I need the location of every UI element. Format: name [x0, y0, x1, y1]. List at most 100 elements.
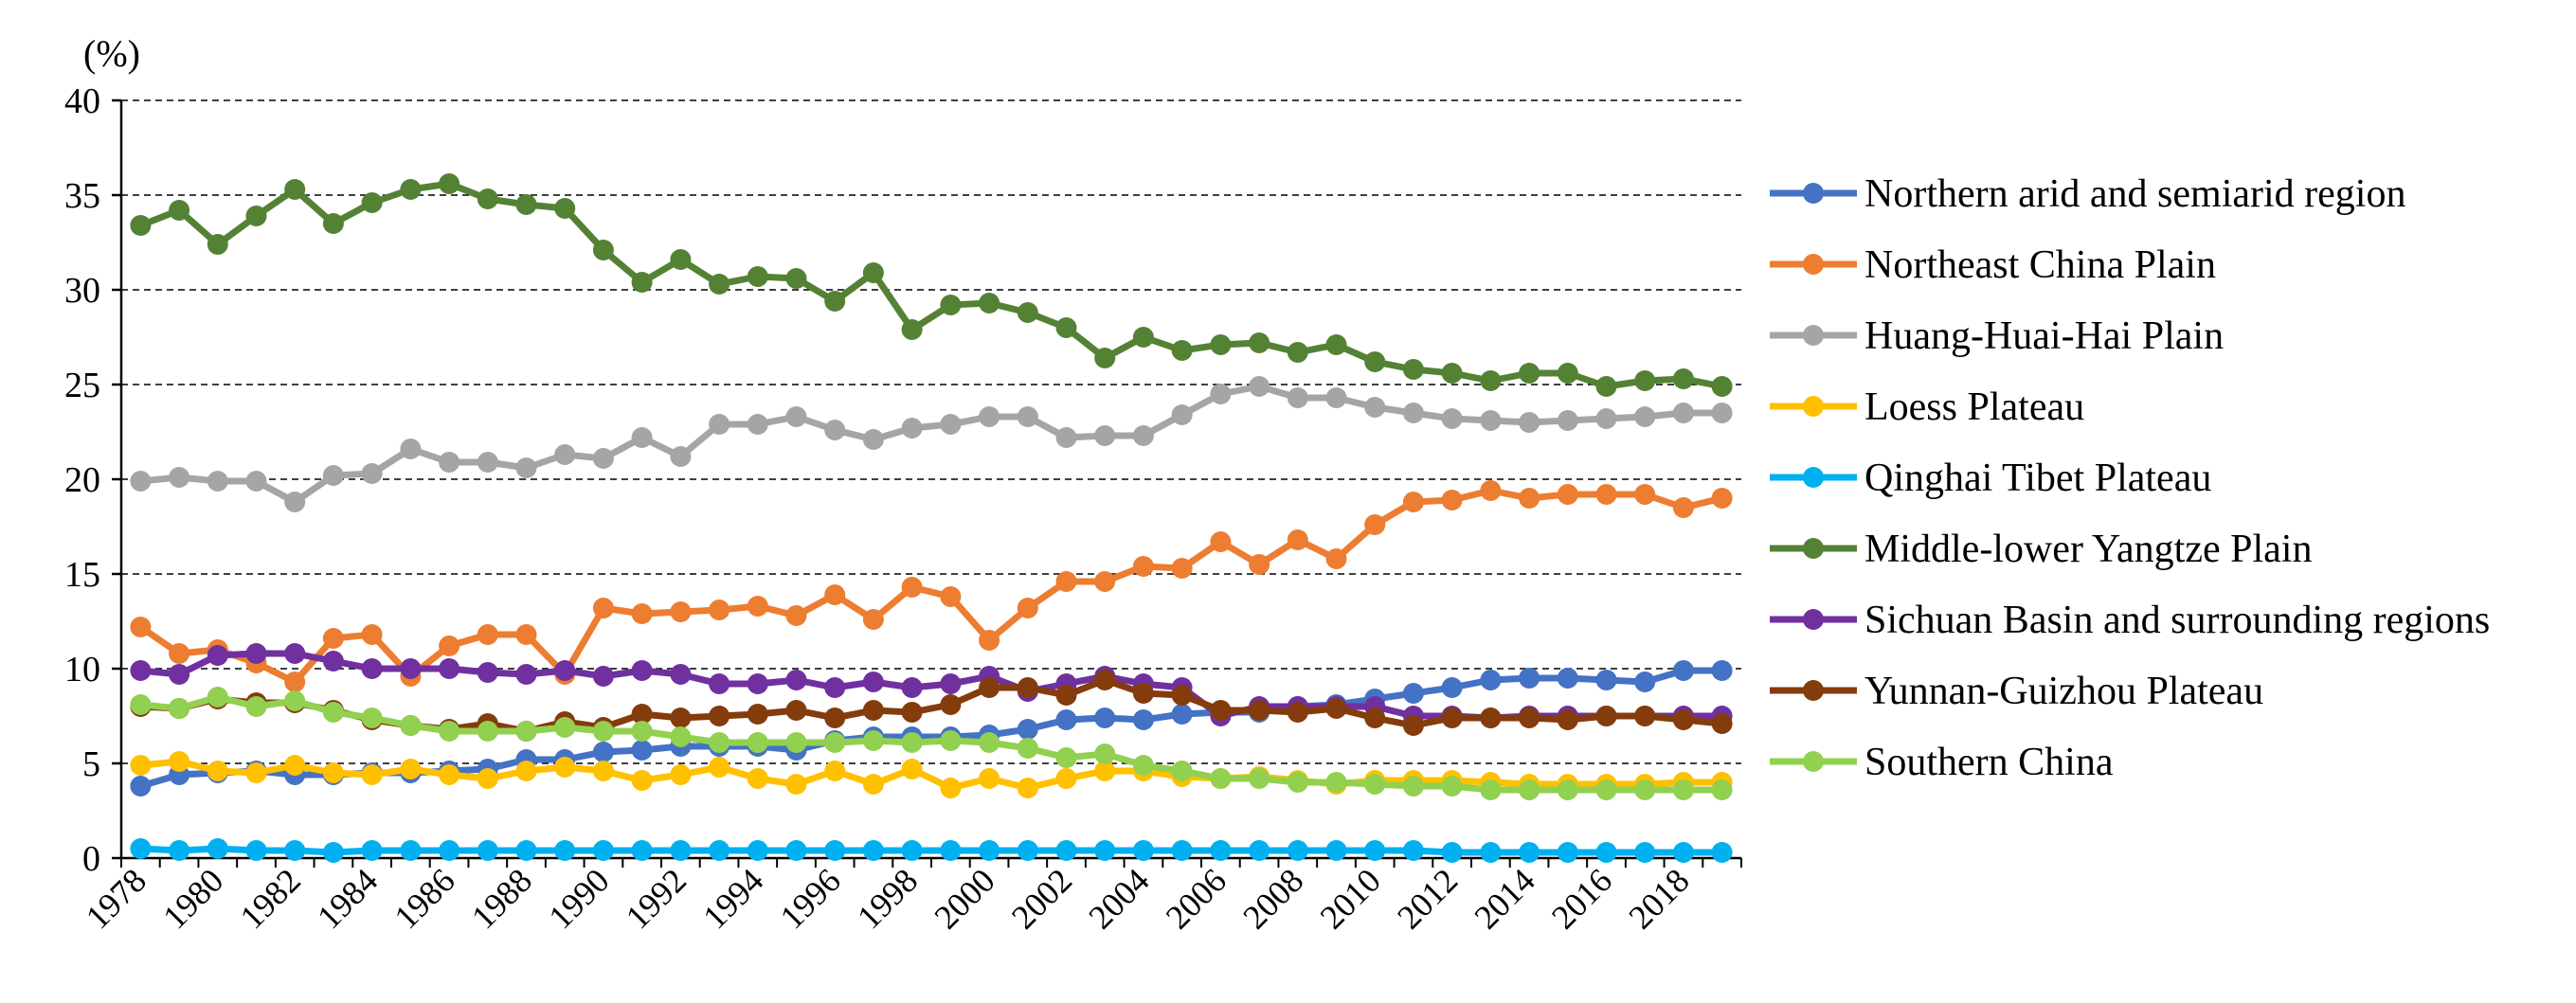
data-point [709, 414, 730, 435]
data-point [361, 192, 383, 213]
data-point [439, 636, 460, 656]
data-point [1364, 707, 1386, 728]
y-tick-label: 0 [82, 839, 100, 879]
data-point [1287, 529, 1308, 550]
data-point [1249, 840, 1270, 861]
data-point [1711, 376, 1733, 397]
data-point [1402, 715, 1424, 736]
data-point [1480, 480, 1502, 501]
data-point [785, 406, 807, 427]
legend-label: Huang-Huai-Hai Plain [1864, 314, 2224, 358]
data-point [554, 717, 576, 738]
data-point [1711, 403, 1733, 423]
data-point [1249, 554, 1270, 575]
data-point [1519, 488, 1540, 509]
data-point [747, 414, 768, 435]
data-point [400, 439, 422, 459]
data-point [1634, 706, 1656, 726]
series-5 [130, 838, 1733, 863]
data-point [1634, 779, 1656, 800]
data-point [631, 603, 653, 624]
data-point [1210, 840, 1232, 861]
data-point [1519, 779, 1540, 800]
data-point [439, 721, 460, 742]
data-point [1672, 709, 1694, 730]
data-point [862, 730, 884, 751]
data-point [670, 726, 692, 747]
legend-label: Northeast China Plain [1864, 243, 2216, 287]
data-point [901, 702, 923, 723]
data-point [709, 732, 730, 753]
data-point [1094, 348, 1116, 368]
data-point [1132, 425, 1154, 446]
data-point [862, 429, 884, 450]
data-point [322, 465, 344, 486]
data-point [1711, 713, 1733, 734]
legend-entry: Northern arid and semiarid region [1770, 172, 2405, 216]
data-point [1171, 761, 1193, 781]
data-point [1402, 359, 1424, 380]
data-point [1364, 514, 1386, 535]
data-point [1055, 427, 1077, 448]
data-point [862, 672, 884, 692]
data-point [670, 707, 692, 728]
data-point [1480, 842, 1502, 863]
data-point [130, 471, 152, 492]
data-point [747, 673, 768, 694]
data-point [1171, 404, 1193, 425]
data-point [1287, 387, 1308, 408]
data-point [1055, 768, 1077, 789]
data-point [1132, 556, 1154, 577]
data-point [631, 272, 653, 293]
x-tick-label: 2016 [1544, 861, 1619, 936]
data-point [940, 730, 962, 751]
data-point [901, 759, 923, 779]
series-6 [130, 173, 1733, 397]
data-point [1634, 406, 1656, 427]
data-point [361, 463, 383, 484]
data-point [1441, 677, 1463, 698]
data-point [1325, 334, 1347, 355]
x-tick-label: 1984 [310, 861, 385, 936]
data-point [284, 492, 306, 512]
data-point [1634, 672, 1656, 692]
y-tick-label: 5 [82, 744, 100, 784]
legend-marker [1803, 538, 1824, 559]
data-point [747, 732, 768, 753]
data-point [631, 660, 653, 681]
x-tick-label: 1988 [464, 861, 539, 936]
data-point [515, 761, 537, 781]
data-point [1055, 840, 1077, 861]
data-point [1519, 842, 1540, 863]
data-point [1171, 558, 1193, 579]
data-point [1249, 700, 1270, 721]
data-point [169, 751, 190, 772]
legend-entry: Loess Plateau [1770, 385, 2084, 429]
data-point [245, 643, 267, 664]
data-point [1557, 668, 1578, 689]
data-point [515, 664, 537, 685]
series-line [138, 487, 1723, 686]
data-point [515, 840, 537, 861]
legend-marker [1803, 609, 1824, 630]
legend-marker [1803, 467, 1824, 488]
data-point [1364, 351, 1386, 372]
data-point [824, 707, 846, 728]
data-point [1287, 840, 1308, 861]
data-point [747, 704, 768, 725]
data-point [1557, 484, 1578, 505]
data-point [940, 840, 962, 861]
data-point [709, 673, 730, 694]
data-point [515, 457, 537, 478]
data-point [1171, 340, 1193, 361]
x-tick-label: 1982 [233, 861, 308, 936]
data-point [130, 617, 152, 637]
data-point [979, 677, 1000, 698]
data-point [824, 584, 846, 605]
data-point [1132, 709, 1154, 730]
data-point [1287, 342, 1308, 363]
data-point [515, 721, 537, 742]
data-point [1595, 706, 1617, 726]
data-point [901, 418, 923, 439]
data-point [361, 658, 383, 679]
